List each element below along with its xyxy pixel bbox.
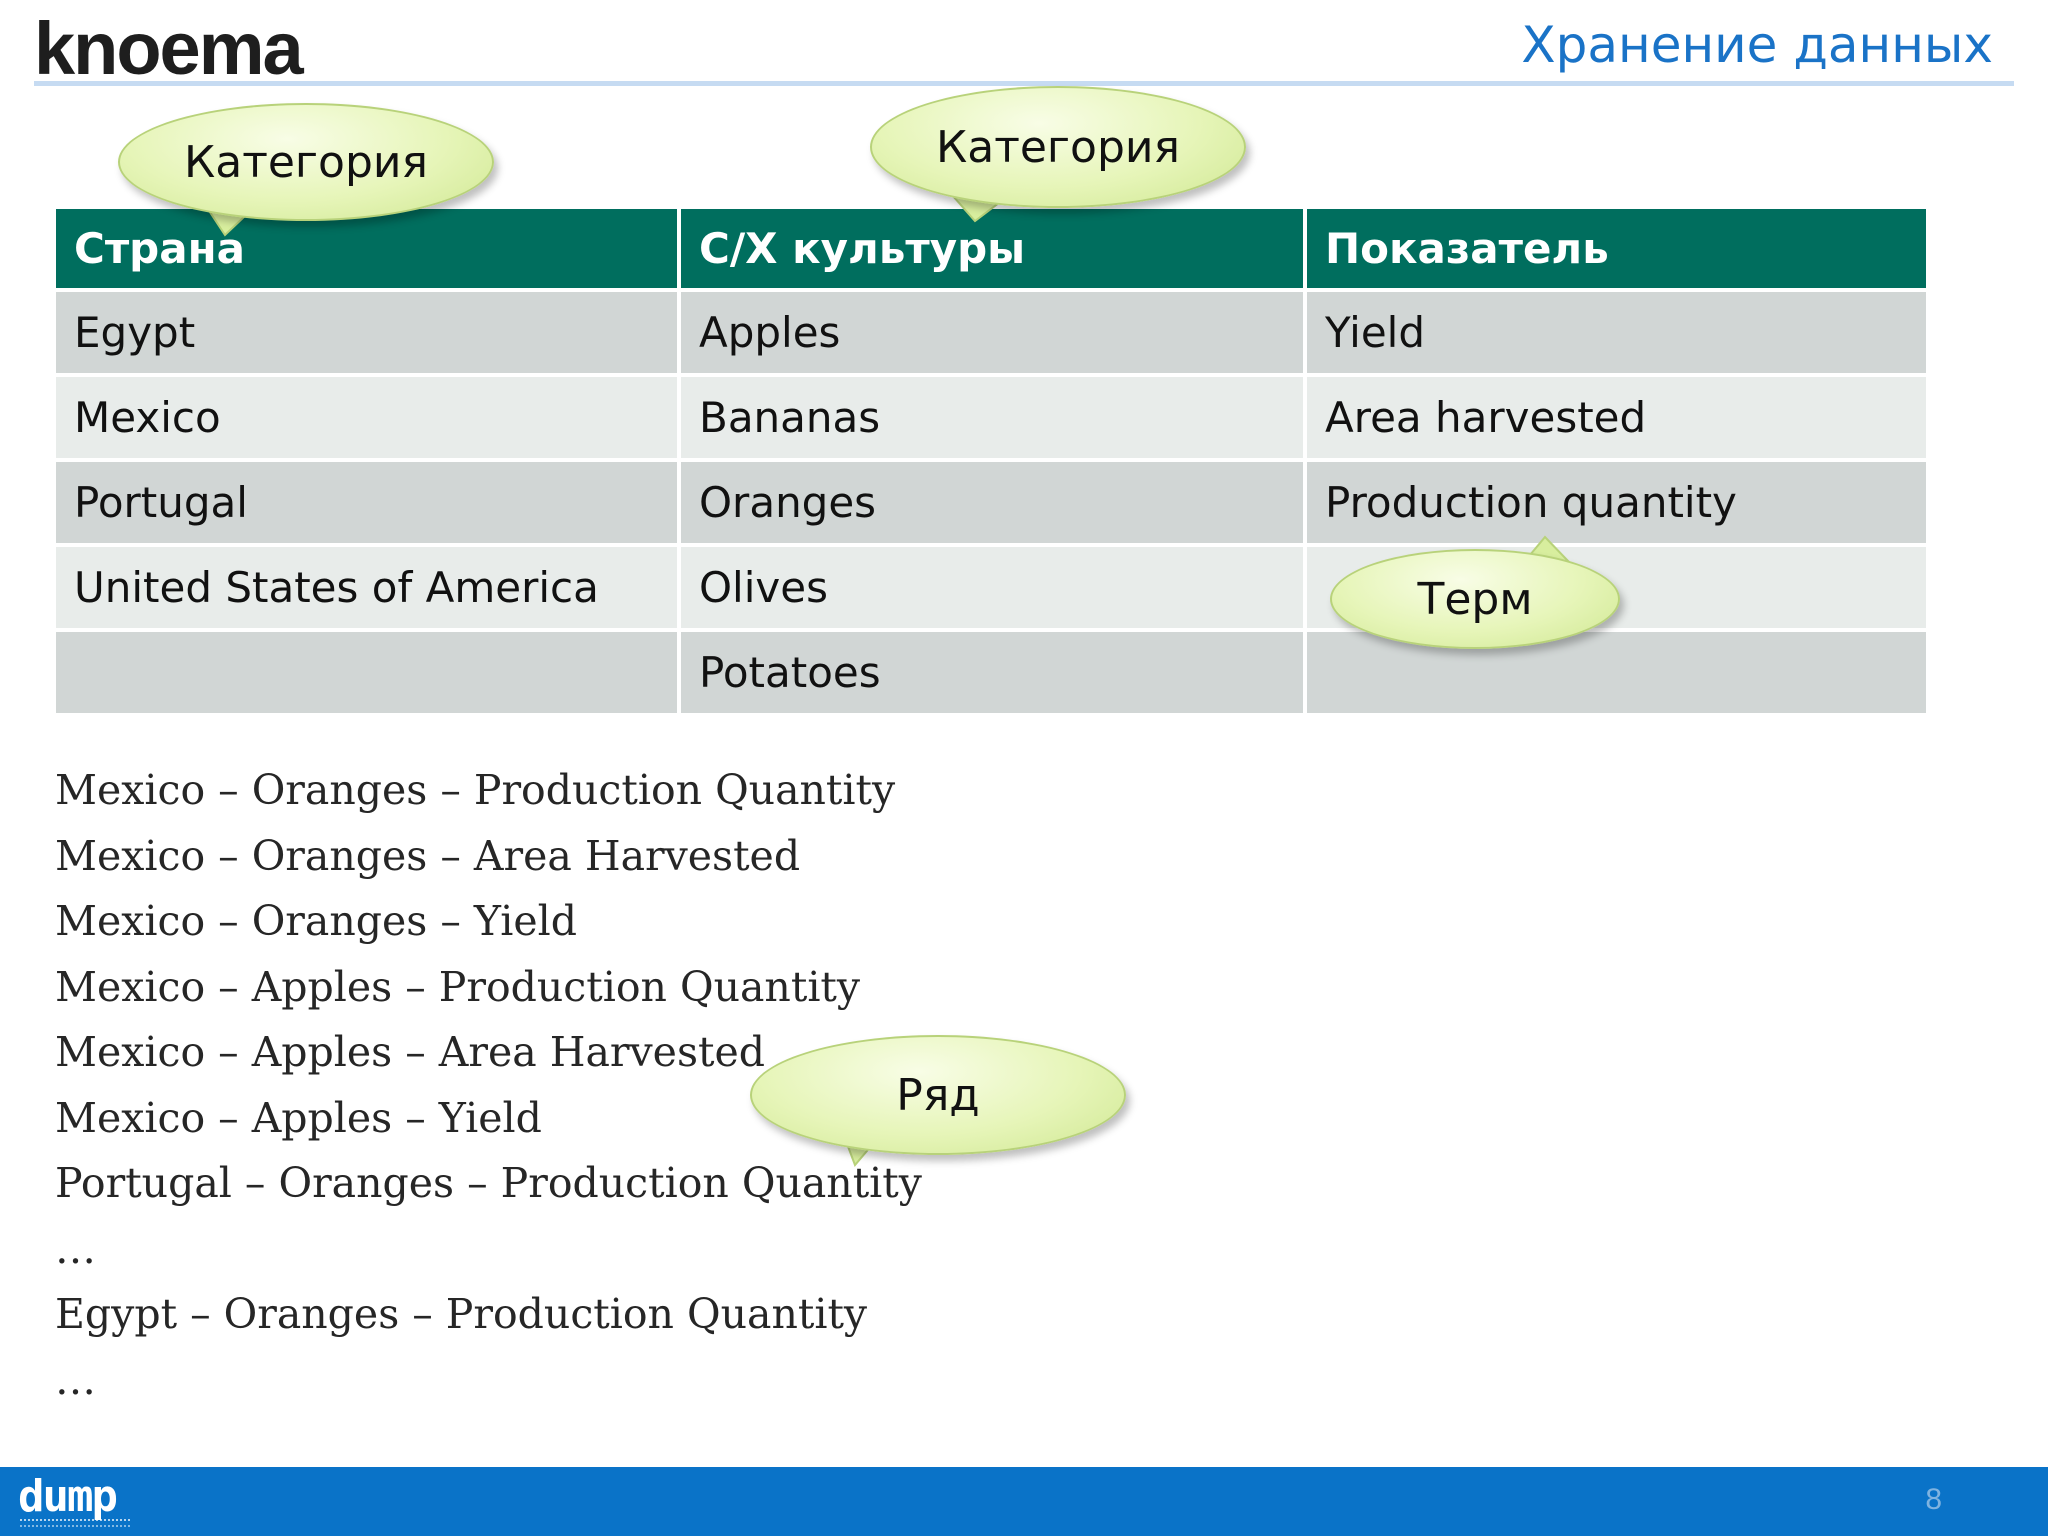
table-row: Potatoes (52, 628, 1930, 717)
list-item: Egypt – Oranges – Production Quantity (55, 1290, 868, 1338)
table-cell (52, 628, 681, 717)
category-callout: Категория (870, 86, 1246, 208)
table-cell: Portugal (52, 458, 681, 547)
table-row: Egypt Apples Yield (52, 288, 1930, 377)
table-cell: Area harvested (1303, 373, 1930, 462)
table-cell: Bananas (677, 373, 1307, 462)
table-cell: Egypt (52, 288, 681, 377)
table-row: United States of America Olives (52, 543, 1930, 632)
table-row: Mexico Bananas Area harvested (52, 373, 1930, 462)
table-cell: Production quantity (1303, 458, 1930, 547)
table-cell: Potatoes (677, 628, 1307, 717)
term-callout: Терм (1330, 549, 1620, 649)
dimensions-table: Страна С/Х культуры Показатель Egypt App… (52, 205, 1930, 717)
list-item: Mexico – Apples – Production Quantity (55, 962, 861, 1011)
table-row: Portugal Oranges Production quantity (52, 458, 1930, 547)
table-cell: Olives (677, 543, 1307, 632)
list-item: Mexico – Oranges – Production Quantity (55, 766, 896, 814)
dump-logo-tagline (20, 1519, 130, 1527)
list-item: Mexico – Apples – Area Harvested (55, 1028, 765, 1076)
table-cell (1303, 628, 1930, 717)
list-item: Mexico – Oranges – Yield (55, 897, 577, 945)
series-rows-list: Mexico – Oranges – Production Quantity M… (55, 758, 922, 1413)
list-item: Mexico – Apples – Yield (55, 1093, 542, 1142)
title-divider (34, 81, 2014, 86)
category-callout: Категория (118, 103, 494, 221)
knoema-logo: knoema (34, 7, 304, 90)
table-cell: Yield (1303, 288, 1930, 377)
table-cell: Apples (677, 288, 1307, 377)
page-number: 8 (1925, 1483, 1942, 1516)
column-header-indicator: Показатель (1303, 205, 1930, 292)
table-cell: Oranges (677, 458, 1307, 547)
column-header-country: Страна (52, 205, 681, 292)
list-item: … (55, 1355, 96, 1404)
list-item: Mexico – Oranges – Area Harvested (55, 831, 801, 880)
footer-bar: dump 8 (0, 1467, 2048, 1536)
row-callout: Ряд (750, 1035, 1126, 1155)
table-cell: United States of America (52, 543, 681, 632)
dump-logo: dump (18, 1471, 118, 1522)
list-item: … (55, 1224, 96, 1273)
table-cell: Mexico (52, 373, 681, 462)
slide-title: Хранение данных (1521, 16, 1993, 74)
list-item: Portugal – Oranges – Production Quantity (55, 1159, 922, 1207)
